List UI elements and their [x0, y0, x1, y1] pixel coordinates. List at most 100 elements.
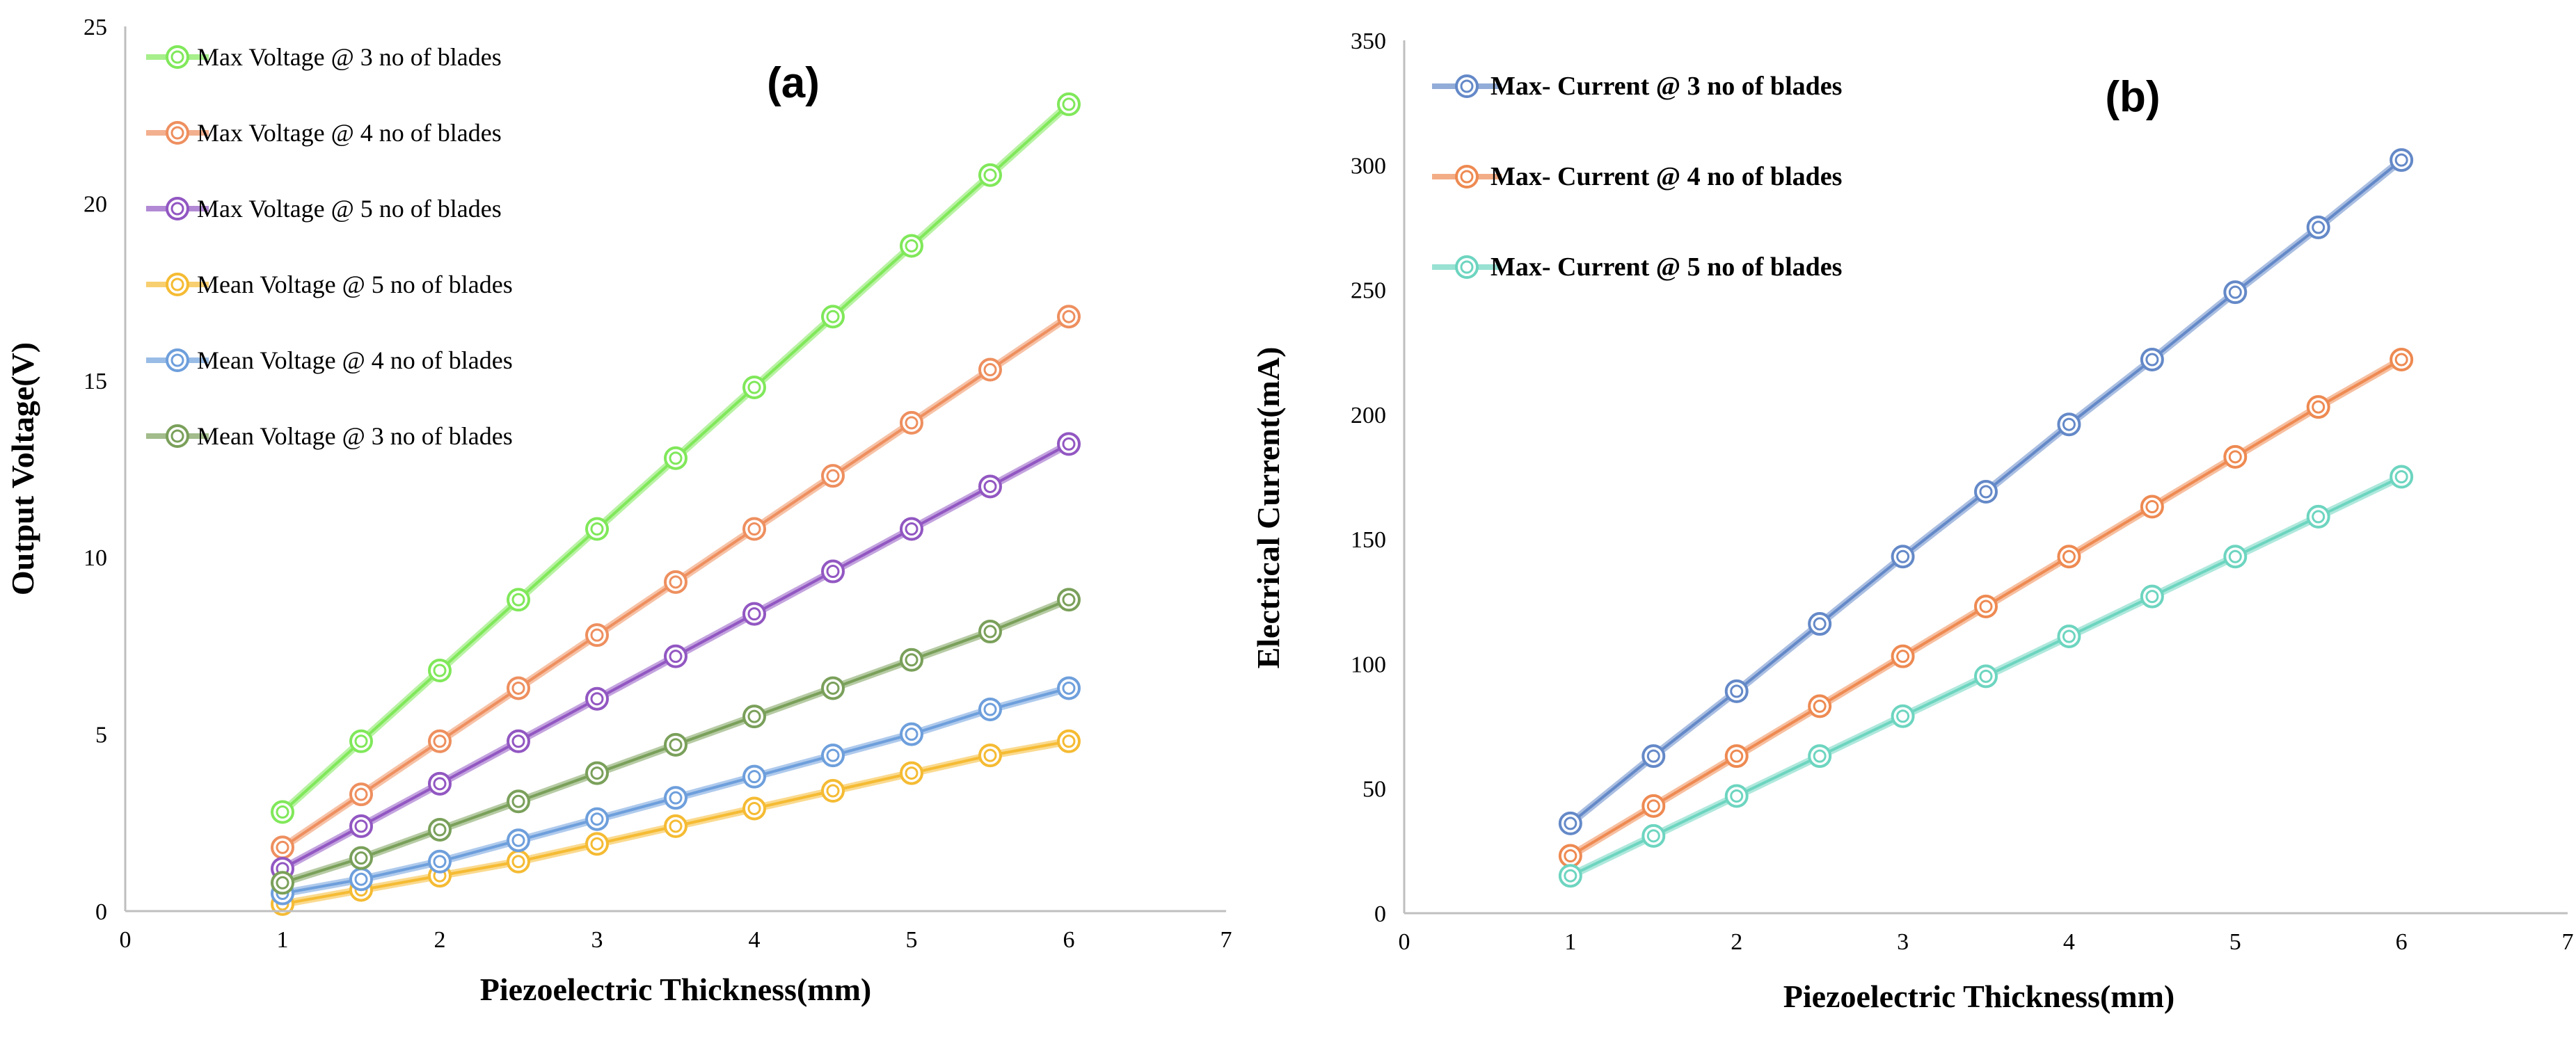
chart-a-y-tick-label: 15	[84, 369, 107, 394]
chart-a-data-point	[900, 234, 923, 258]
chart-a-legend-item: Mean Voltage @ 5 no of blades	[146, 271, 513, 298]
chart-a-data-point	[428, 771, 452, 796]
chart-a-data-point	[1057, 676, 1081, 700]
chart-a-legend-item: Mean Voltage @ 3 no of blades	[146, 422, 513, 450]
chart-a-data-point	[664, 814, 687, 838]
chart-b-x-tick-label: 5	[2229, 929, 2241, 955]
chart-b-data-point	[2223, 545, 2248, 569]
chart-a-data-point	[821, 743, 845, 768]
chart-b-data-point	[2057, 624, 2081, 648]
chart-b-x-tick-label: 4	[2063, 929, 2075, 955]
chart-a-data-point	[742, 796, 766, 821]
chart-b-data-point	[1558, 811, 1582, 835]
legend-marker-icon	[1455, 165, 1479, 188]
chart-a-legend-item: Mean Voltage @ 4 no of blades	[146, 346, 513, 374]
chart-b-legend-label: Max- Current @ 4 no of blades	[1490, 162, 1842, 191]
chart-a-data-point	[585, 623, 609, 648]
chart-b-y-tick-label: 0	[1374, 901, 1386, 927]
chart-b-data-point	[1641, 744, 1666, 769]
chart-b-data-point	[2390, 148, 2414, 172]
legend-marker-icon	[1455, 255, 1479, 279]
chart-a-data-point	[271, 800, 294, 824]
chart-b-y-tick-label: 250	[1351, 278, 1386, 304]
chart-a-data-point	[1057, 92, 1081, 116]
chart-a-legend-label: Mean Voltage @ 3 no of blades	[197, 422, 513, 450]
chart-a-data-point	[585, 807, 609, 831]
chart-b-data-point	[2390, 465, 2414, 489]
chart-a-data-point	[664, 446, 687, 470]
chart-a-data-point	[585, 517, 609, 541]
chart-a-data-point	[349, 867, 373, 892]
chart-a-y-tick-label: 5	[95, 723, 107, 748]
chart-b-data-point	[2140, 347, 2164, 371]
chart-a-data-point	[585, 832, 609, 856]
chart-a-tick-layer: 0 1 2 3 4 5 6 7 0 5 10 15 20 25	[84, 15, 1232, 953]
chart-a-y-axis-title: Output Voltage(V)	[5, 342, 40, 595]
chart-b-data-point	[1558, 844, 1582, 868]
chart-b-data-point	[1558, 864, 1582, 888]
chart-b-data-point	[2057, 545, 2081, 569]
chart-a-data-point	[900, 722, 923, 746]
chart-a-data-point	[507, 676, 530, 700]
chart-a-x-tick-label: 4	[749, 927, 761, 953]
chart-a-data-point	[900, 648, 923, 672]
chart-a-data-point	[349, 846, 373, 870]
chart-a-data-point	[664, 570, 687, 594]
chart-b-data-point	[1641, 794, 1666, 818]
chart-a-data-point	[664, 786, 687, 810]
chart-a-legend: Max Voltage @ 3 no of blades Max Voltage …	[146, 43, 513, 450]
chart-b-x-tick-label: 7	[2562, 929, 2574, 955]
chart-b-data-point	[2140, 584, 2164, 609]
chart-a-series-layer	[271, 92, 1081, 916]
chart-a-data-point	[978, 743, 1002, 768]
chart-a-data-point	[978, 163, 1002, 187]
chart-a-data-point	[821, 779, 845, 803]
chart-a-data-point	[742, 375, 766, 399]
chart-a-data-point	[821, 559, 845, 584]
legend-marker-icon	[1455, 74, 1479, 98]
chart-b-data-point	[1974, 594, 1998, 618]
chart-a-panel-label: (a)	[767, 59, 820, 107]
chart-b-data-point	[2306, 215, 2330, 239]
chart-b-legend: Max- Current @ 3 no of blades Max- Curren…	[1432, 72, 1842, 282]
chart-a-x-tick-label: 6	[1063, 927, 1075, 953]
chart-b-x-tick-label: 6	[2396, 929, 2408, 955]
chart-b-data-point	[1974, 664, 1998, 689]
chart-a-data-point	[428, 729, 452, 753]
chart-a-data-point	[900, 761, 923, 785]
chart-b-data-point	[1724, 744, 1749, 769]
chart-a-data-point	[821, 676, 845, 700]
chart-b-x-tick-label: 0	[1399, 929, 1410, 955]
legend-marker-icon	[166, 121, 189, 145]
legend-marker-icon	[166, 273, 189, 296]
chart-a-legend-item: Max Voltage @ 4 no of blades	[146, 119, 502, 147]
chart-a-data-point	[742, 602, 766, 626]
chart-b-y-tick-label: 350	[1351, 29, 1386, 54]
chart-b-legend-label: Max- Current @ 5 no of blades	[1490, 252, 1842, 282]
chart-b-data-point	[1641, 823, 1666, 848]
chart-a-data-point	[742, 705, 766, 729]
chart-panel-b: 0 1 2 3 4 5 6 7 0 50 100 150 200 250 300 350 (b) Piezoe…	[1250, 29, 2574, 1014]
chart-b-x-tick-label: 3	[1897, 929, 1909, 955]
chart-a-data-point	[507, 849, 530, 874]
chart-a-data-point	[664, 732, 687, 757]
chart-b-panel-label: (b)	[2105, 73, 2160, 121]
legend-marker-icon	[166, 197, 189, 220]
chart-b-y-tick-label: 300	[1351, 153, 1386, 179]
chart-a-legend-label: Max Voltage @ 4 no of blades	[197, 119, 502, 147]
chart-a-x-tick-label: 1	[277, 927, 289, 953]
chart-a-data-point	[742, 517, 766, 541]
chart-a-x-tick-label: 3	[591, 927, 603, 953]
chart-a-data-point	[428, 817, 452, 842]
chart-b-data-point	[2306, 395, 2330, 419]
chart-a-data-point	[507, 588, 530, 612]
chart-b-legend-item: Max- Current @ 4 no of blades	[1432, 162, 1842, 191]
chart-a-data-point	[507, 789, 530, 814]
chart-a-data-point	[900, 410, 923, 435]
chart-b-data-point	[2306, 504, 2330, 529]
chart-b-y-tick-label: 100	[1351, 652, 1386, 677]
chart-b-legend-item: Max- Current @ 3 no of blades	[1432, 72, 1842, 101]
chart-a-x-tick-label: 2	[434, 927, 446, 953]
chart-a-data-point	[1057, 588, 1081, 612]
